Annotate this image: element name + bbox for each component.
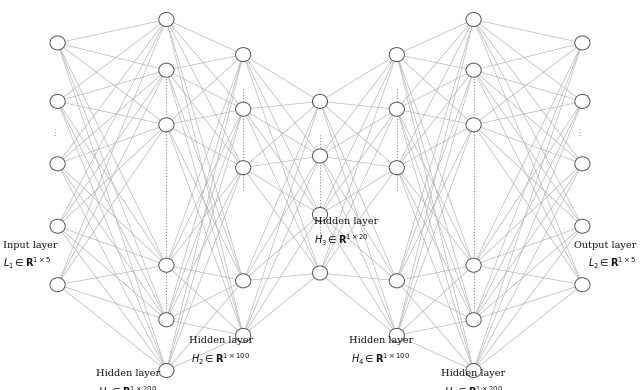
Text: Hidden layer: Hidden layer: [189, 336, 253, 345]
Ellipse shape: [466, 363, 481, 378]
Ellipse shape: [50, 278, 65, 292]
Text: $H_2 \in \mathbf{R}^{1\times100}$: $H_2 \in \mathbf{R}^{1\times100}$: [191, 351, 250, 367]
Ellipse shape: [389, 274, 404, 288]
Ellipse shape: [50, 157, 65, 171]
Text: $H_1 \in \mathbf{R}^{1\times200}$: $H_1 \in \mathbf{R}^{1\times200}$: [99, 384, 157, 390]
Ellipse shape: [575, 36, 590, 50]
Ellipse shape: [389, 161, 404, 175]
Text: Hidden layer: Hidden layer: [314, 217, 378, 226]
Ellipse shape: [312, 94, 328, 108]
Ellipse shape: [466, 258, 481, 272]
Text: ⋮: ⋮: [575, 128, 584, 137]
Ellipse shape: [236, 102, 251, 116]
Ellipse shape: [159, 12, 174, 27]
Ellipse shape: [389, 48, 404, 62]
Ellipse shape: [159, 258, 174, 272]
Ellipse shape: [236, 274, 251, 288]
Ellipse shape: [236, 161, 251, 175]
Ellipse shape: [50, 36, 65, 50]
Ellipse shape: [466, 63, 481, 77]
Ellipse shape: [50, 94, 65, 108]
Text: $H_4 \in \mathbf{R}^{1\times100}$: $H_4 \in \mathbf{R}^{1\times100}$: [351, 351, 410, 367]
Text: $L_2 \in \mathbf{R}^{1\times5}$: $L_2 \in \mathbf{R}^{1\times5}$: [588, 255, 637, 271]
Ellipse shape: [466, 118, 481, 132]
Ellipse shape: [575, 94, 590, 108]
Ellipse shape: [466, 313, 481, 327]
Ellipse shape: [236, 48, 251, 62]
Ellipse shape: [389, 328, 404, 342]
Text: Output layer: Output layer: [575, 241, 637, 250]
Text: $H_3 \in \mathbf{R}^{1\times20}$: $H_3 \in \mathbf{R}^{1\times20}$: [314, 232, 369, 248]
Ellipse shape: [159, 363, 174, 378]
Ellipse shape: [575, 157, 590, 171]
Text: ⋮: ⋮: [50, 128, 59, 137]
Text: $H_5 \in \mathbf{R}^{1\times200}$: $H_5 \in \mathbf{R}^{1\times200}$: [444, 384, 503, 390]
Text: Hidden layer: Hidden layer: [96, 369, 160, 378]
Ellipse shape: [575, 219, 590, 233]
Text: Hidden layer: Hidden layer: [442, 369, 506, 378]
Text: $L_1 \in \mathbf{R}^{1\times5}$: $L_1 \in \mathbf{R}^{1\times5}$: [3, 255, 52, 271]
Ellipse shape: [389, 102, 404, 116]
Ellipse shape: [236, 328, 251, 342]
Ellipse shape: [466, 12, 481, 27]
Ellipse shape: [312, 207, 328, 222]
Text: Hidden layer: Hidden layer: [349, 336, 413, 345]
Ellipse shape: [312, 266, 328, 280]
Ellipse shape: [159, 63, 174, 77]
Text: Input layer: Input layer: [3, 241, 58, 250]
Ellipse shape: [159, 313, 174, 327]
Ellipse shape: [50, 219, 65, 233]
Ellipse shape: [312, 149, 328, 163]
Ellipse shape: [159, 118, 174, 132]
Ellipse shape: [575, 278, 590, 292]
